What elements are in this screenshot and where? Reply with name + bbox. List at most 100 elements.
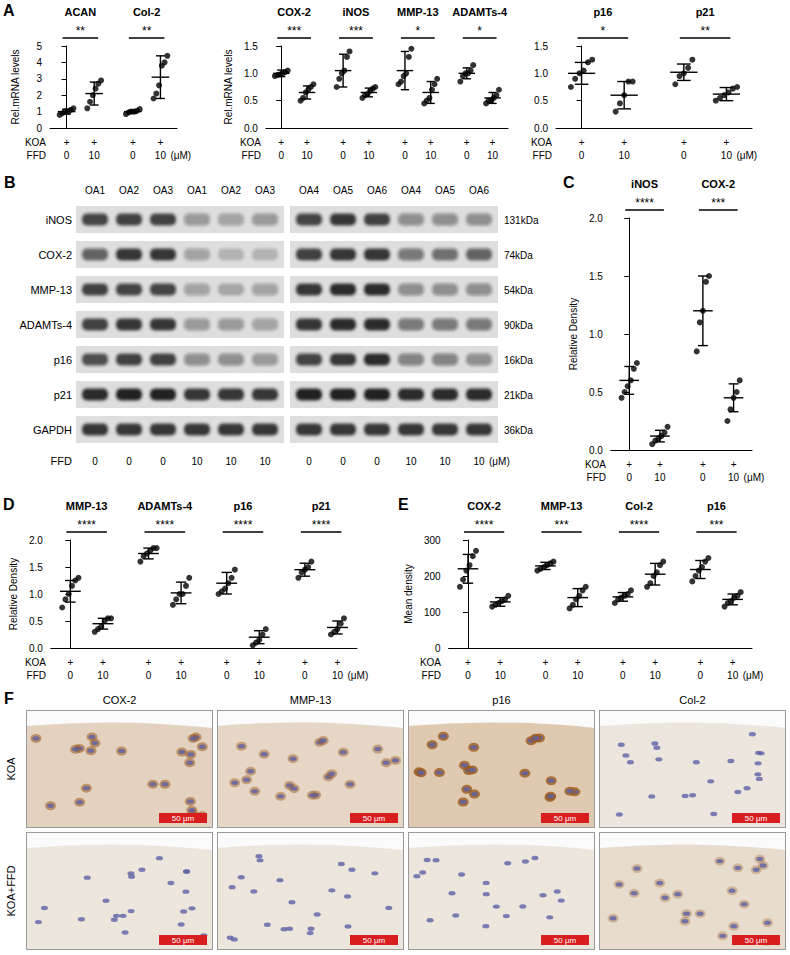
svg-text:+: + xyxy=(681,137,687,148)
svg-text:Col-2: Col-2 xyxy=(679,694,705,706)
svg-text:(μM): (μM) xyxy=(744,472,765,483)
svg-text:p16: p16 xyxy=(492,694,510,706)
svg-text:***: *** xyxy=(711,196,725,210)
svg-text:iNOS: iNOS xyxy=(343,6,370,18)
svg-text:0.5: 0.5 xyxy=(244,95,258,106)
svg-text:(μM): (μM) xyxy=(736,150,757,161)
svg-text:10: 10 xyxy=(155,150,167,161)
svg-text:+: + xyxy=(178,657,184,668)
svg-text:+: + xyxy=(402,137,408,148)
svg-text:+: + xyxy=(542,657,548,668)
svg-text:COX-2: COX-2 xyxy=(467,500,501,512)
svg-text:OA5: OA5 xyxy=(435,185,455,196)
svg-text:0: 0 xyxy=(64,150,70,161)
svg-text:iNOS: iNOS xyxy=(46,214,72,226)
svg-text:+: + xyxy=(428,137,434,148)
svg-text:A: A xyxy=(3,2,15,19)
svg-text:1.0: 1.0 xyxy=(534,68,548,79)
svg-text:MMP-13: MMP-13 xyxy=(30,284,72,296)
svg-text:***: *** xyxy=(349,24,363,38)
svg-text:200: 200 xyxy=(424,571,441,582)
svg-text:+: + xyxy=(340,137,346,148)
svg-text:1.5: 1.5 xyxy=(29,562,43,573)
svg-text:10: 10 xyxy=(254,670,266,681)
svg-text:(μM): (μM) xyxy=(743,670,764,681)
svg-text:****: **** xyxy=(635,196,654,210)
svg-text:0: 0 xyxy=(374,456,380,467)
svg-text:FFD: FFD xyxy=(27,150,46,161)
svg-text:0: 0 xyxy=(130,150,136,161)
svg-text:0: 0 xyxy=(700,472,706,483)
svg-text:KOA+FFD: KOA+FFD xyxy=(5,865,17,916)
svg-text:ADAMTs-4: ADAMTs-4 xyxy=(452,6,508,18)
svg-text:MMP-13: MMP-13 xyxy=(397,6,439,18)
svg-text:Relative Density: Relative Density xyxy=(568,298,579,370)
svg-text:2.0: 2.0 xyxy=(589,213,603,224)
svg-text:0.0: 0.0 xyxy=(244,123,258,134)
svg-text:0: 0 xyxy=(278,150,284,161)
svg-text:0: 0 xyxy=(306,456,312,467)
svg-text:+: + xyxy=(700,459,706,470)
svg-text:(μM): (μM) xyxy=(347,670,368,681)
svg-text:+: + xyxy=(465,657,471,668)
svg-text:10: 10 xyxy=(259,456,271,467)
svg-text:D: D xyxy=(3,496,15,513)
svg-text:+: + xyxy=(130,137,136,148)
svg-text:1.0: 1.0 xyxy=(29,589,43,600)
svg-text:Rel.mRNA levels: Rel.mRNA levels xyxy=(223,49,234,124)
svg-text:+: + xyxy=(304,137,310,148)
svg-text:(μM): (μM) xyxy=(489,456,510,467)
svg-text:21kDa: 21kDa xyxy=(504,390,533,401)
svg-text:**: ** xyxy=(76,24,86,38)
svg-text:10: 10 xyxy=(727,670,739,681)
svg-text:0: 0 xyxy=(92,456,98,467)
svg-text:0.0: 0.0 xyxy=(29,643,43,654)
svg-text:50 μm: 50 μm xyxy=(745,936,768,945)
svg-text:0: 0 xyxy=(146,670,152,681)
svg-text:+: + xyxy=(158,137,164,148)
svg-text:KOA: KOA xyxy=(25,137,46,148)
svg-text:****: **** xyxy=(312,518,331,532)
svg-text:****: **** xyxy=(630,518,649,532)
svg-text:p21: p21 xyxy=(696,6,715,18)
svg-text:10: 10 xyxy=(487,150,499,161)
svg-text:+: + xyxy=(575,657,581,668)
svg-text:OA1: OA1 xyxy=(187,185,207,196)
svg-text:90kDa: 90kDa xyxy=(504,320,533,331)
svg-text:OA1: OA1 xyxy=(85,185,105,196)
svg-text:+: + xyxy=(579,137,585,148)
svg-text:+: + xyxy=(64,137,70,148)
svg-text:KOA: KOA xyxy=(25,657,46,668)
svg-text:10: 10 xyxy=(439,456,451,467)
svg-text:1.5: 1.5 xyxy=(244,41,258,52)
svg-text:0: 0 xyxy=(464,150,470,161)
svg-text:p21: p21 xyxy=(54,389,72,401)
svg-text:****: **** xyxy=(234,518,253,532)
svg-text:10: 10 xyxy=(495,670,507,681)
svg-text:+: + xyxy=(626,459,632,470)
svg-text:FFD: FFD xyxy=(422,670,441,681)
svg-text:0: 0 xyxy=(681,150,687,161)
svg-text:10: 10 xyxy=(425,150,437,161)
svg-text:ACAN: ACAN xyxy=(64,6,96,18)
svg-text:0.5: 0.5 xyxy=(29,616,43,627)
svg-text:10: 10 xyxy=(89,150,101,161)
svg-text:0: 0 xyxy=(626,472,632,483)
svg-text:10: 10 xyxy=(225,456,237,467)
svg-text:COX-2: COX-2 xyxy=(701,178,735,190)
svg-text:ADAMTs-4: ADAMTs-4 xyxy=(19,319,72,331)
svg-text:Mean density: Mean density xyxy=(403,564,414,623)
svg-text:KOA: KOA xyxy=(240,137,261,148)
svg-text:10: 10 xyxy=(721,150,733,161)
svg-text:p21: p21 xyxy=(312,500,331,512)
svg-text:Col-2: Col-2 xyxy=(133,6,161,18)
svg-text:+: + xyxy=(731,459,737,470)
svg-text:5: 5 xyxy=(36,41,42,52)
svg-text:0: 0 xyxy=(402,150,408,161)
svg-text:10: 10 xyxy=(728,472,740,483)
svg-text:+: + xyxy=(335,657,341,668)
svg-text:KOA: KOA xyxy=(585,459,606,470)
svg-text:10: 10 xyxy=(405,456,417,467)
svg-text:F: F xyxy=(4,690,14,707)
svg-text:0: 0 xyxy=(126,456,132,467)
